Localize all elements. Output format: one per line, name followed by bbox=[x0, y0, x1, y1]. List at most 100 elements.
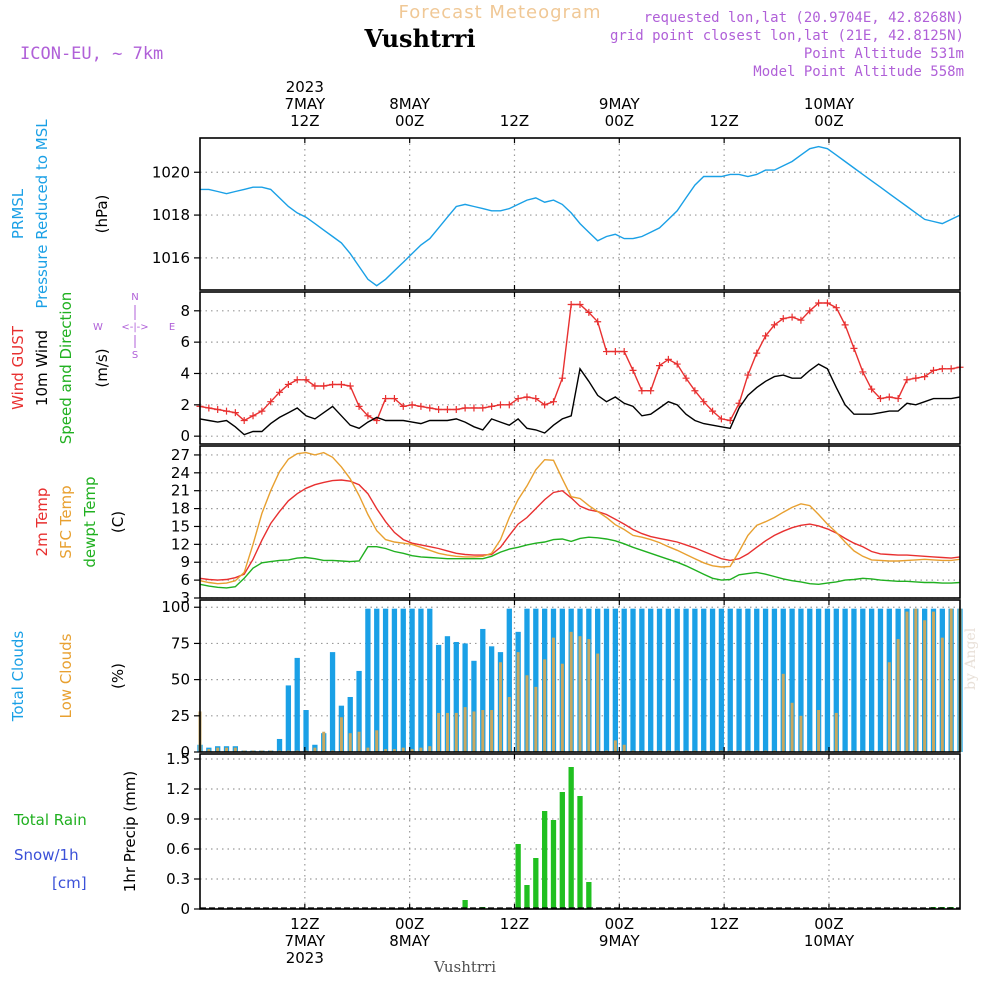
low-cloud-bar bbox=[905, 611, 909, 752]
bottom-time-label: 12Z bbox=[709, 915, 738, 933]
total-cloud-bar bbox=[798, 608, 804, 752]
meteogram-title: Forecast Meteogram bbox=[398, 2, 602, 23]
total-cloud-bar bbox=[648, 608, 654, 752]
y-axis-label: Total Clouds bbox=[9, 631, 27, 723]
top-time-label: 12Z bbox=[500, 112, 529, 130]
gust-marker bbox=[603, 348, 611, 356]
total-cloud-bar bbox=[745, 608, 751, 752]
total-cloud-bar bbox=[533, 608, 539, 752]
total-cloud-bar bbox=[391, 608, 398, 752]
gust-marker bbox=[929, 366, 937, 374]
gust-marker bbox=[276, 388, 284, 396]
model-label: ICON-EU, ~ 7km bbox=[20, 44, 164, 64]
low-cloud-bar bbox=[216, 747, 220, 752]
total-cloud-bar bbox=[701, 608, 707, 752]
y-axis-label: 1hr Precip (mm) bbox=[121, 771, 139, 892]
y-tick-label: 50 bbox=[171, 671, 190, 689]
top-time-label: 2023 bbox=[286, 78, 324, 96]
top-time-label: 7MAY bbox=[284, 95, 326, 113]
gust-marker bbox=[337, 380, 345, 388]
total-cloud-bar bbox=[356, 670, 362, 752]
total-cloud-bar bbox=[506, 608, 512, 752]
total-cloud-bar bbox=[276, 738, 283, 752]
low-cloud-bar bbox=[437, 712, 441, 752]
low-cloud-bar bbox=[817, 710, 821, 752]
total-cloud-bar bbox=[771, 608, 778, 752]
gust-marker bbox=[735, 399, 743, 407]
precip-panel: 0 0.3 0.6 0.9 1.2 1.5 1hr Precip (mm) Total Rai… bbox=[13, 750, 961, 918]
y-tick-label: 1018 bbox=[152, 206, 190, 224]
low-cloud-bar bbox=[940, 637, 944, 752]
y-tick-label: 75 bbox=[171, 634, 190, 652]
gust-marker bbox=[320, 382, 328, 390]
gust-marker bbox=[470, 404, 478, 412]
gust-marker bbox=[205, 404, 213, 412]
gust-marker bbox=[293, 376, 301, 384]
gust-marker bbox=[850, 344, 858, 352]
total-cloud-bar bbox=[789, 608, 795, 752]
precip-legend: Snow/1h bbox=[14, 846, 79, 864]
temperature-series-line bbox=[199, 451, 961, 585]
gust-marker bbox=[452, 406, 460, 414]
gust-marker bbox=[346, 382, 354, 390]
precip-bar bbox=[568, 767, 574, 909]
gust-marker bbox=[576, 301, 584, 309]
total-cloud-bar bbox=[754, 608, 760, 752]
low-cloud-bar bbox=[949, 608, 953, 752]
y-tick-label: 6 bbox=[180, 333, 190, 351]
total-cloud-bar bbox=[603, 608, 610, 752]
y-axis-label: Pressure Reduced to MSL bbox=[33, 119, 51, 309]
total-cloud-bar bbox=[842, 608, 848, 752]
gust-marker bbox=[647, 387, 655, 395]
temperature-series-line bbox=[199, 536, 961, 589]
gust-marker bbox=[435, 406, 443, 414]
total-cloud-bar bbox=[665, 608, 672, 752]
total-cloud-bar bbox=[692, 608, 698, 752]
low-cloud-bar bbox=[596, 653, 600, 752]
y-tick-label: 24 bbox=[171, 464, 190, 482]
y-tick-label: 27 bbox=[171, 446, 190, 464]
y-tick-label: 12 bbox=[171, 535, 190, 553]
total-cloud-bar bbox=[285, 685, 292, 752]
total-cloud-bar bbox=[347, 696, 353, 752]
low-cloud-bar bbox=[428, 746, 432, 752]
low-cloud-bar bbox=[322, 731, 326, 752]
gust-marker bbox=[912, 374, 920, 382]
low-cloud-bar bbox=[587, 639, 591, 752]
total-cloud-bar bbox=[453, 641, 459, 752]
y-axis-label: Low Clouds bbox=[57, 633, 75, 718]
top-time-label: 9MAY bbox=[599, 95, 641, 113]
clouds-frame bbox=[199, 599, 961, 753]
precip-bar bbox=[533, 858, 539, 909]
low-cloud-bar bbox=[375, 730, 379, 752]
y-axis-label: (hPa) bbox=[93, 195, 111, 234]
y-tick-label: 8 bbox=[180, 302, 190, 320]
low-cloud-bar bbox=[463, 707, 467, 752]
requested-coords: requested lon,lat (20.9704E, 42.8268N) bbox=[643, 10, 964, 26]
total-cloud-bar bbox=[762, 608, 769, 752]
total-cloud-bar bbox=[462, 643, 468, 752]
top-time-label: 10MAY bbox=[804, 95, 855, 113]
total-cloud-bar bbox=[471, 660, 477, 752]
total-cloud-bar bbox=[824, 608, 831, 752]
location-title: Vushtrri bbox=[364, 24, 476, 53]
gridpoint-coords: grid point closest lon,lat (21E, 42.8125… bbox=[609, 28, 964, 44]
low-cloud-bar bbox=[445, 712, 449, 752]
total-cloud-bar bbox=[365, 608, 371, 752]
precip-bar bbox=[550, 820, 557, 909]
wind-panel: 0 2 4 6 8 Wind GUST 10m Wind Speed and Directio… bbox=[9, 291, 964, 445]
total-cloud-bar bbox=[639, 608, 645, 752]
low-cloud-bar bbox=[410, 749, 414, 752]
y-tick-label: 6 bbox=[180, 571, 190, 589]
low-cloud-bar bbox=[543, 659, 547, 752]
y-axis-label: (%) bbox=[109, 663, 127, 689]
y-axis-label: 2m Temp bbox=[33, 488, 51, 557]
low-cloud-bar bbox=[569, 631, 573, 752]
bottom-time-label: 00Z bbox=[395, 915, 424, 933]
total-cloud-bar bbox=[294, 657, 300, 752]
low-cloud-bar bbox=[552, 637, 555, 752]
total-cloud-bar bbox=[833, 608, 839, 752]
gust-marker bbox=[258, 407, 266, 415]
y-tick-label: 100 bbox=[161, 598, 190, 616]
low-cloud-bar bbox=[366, 747, 370, 752]
